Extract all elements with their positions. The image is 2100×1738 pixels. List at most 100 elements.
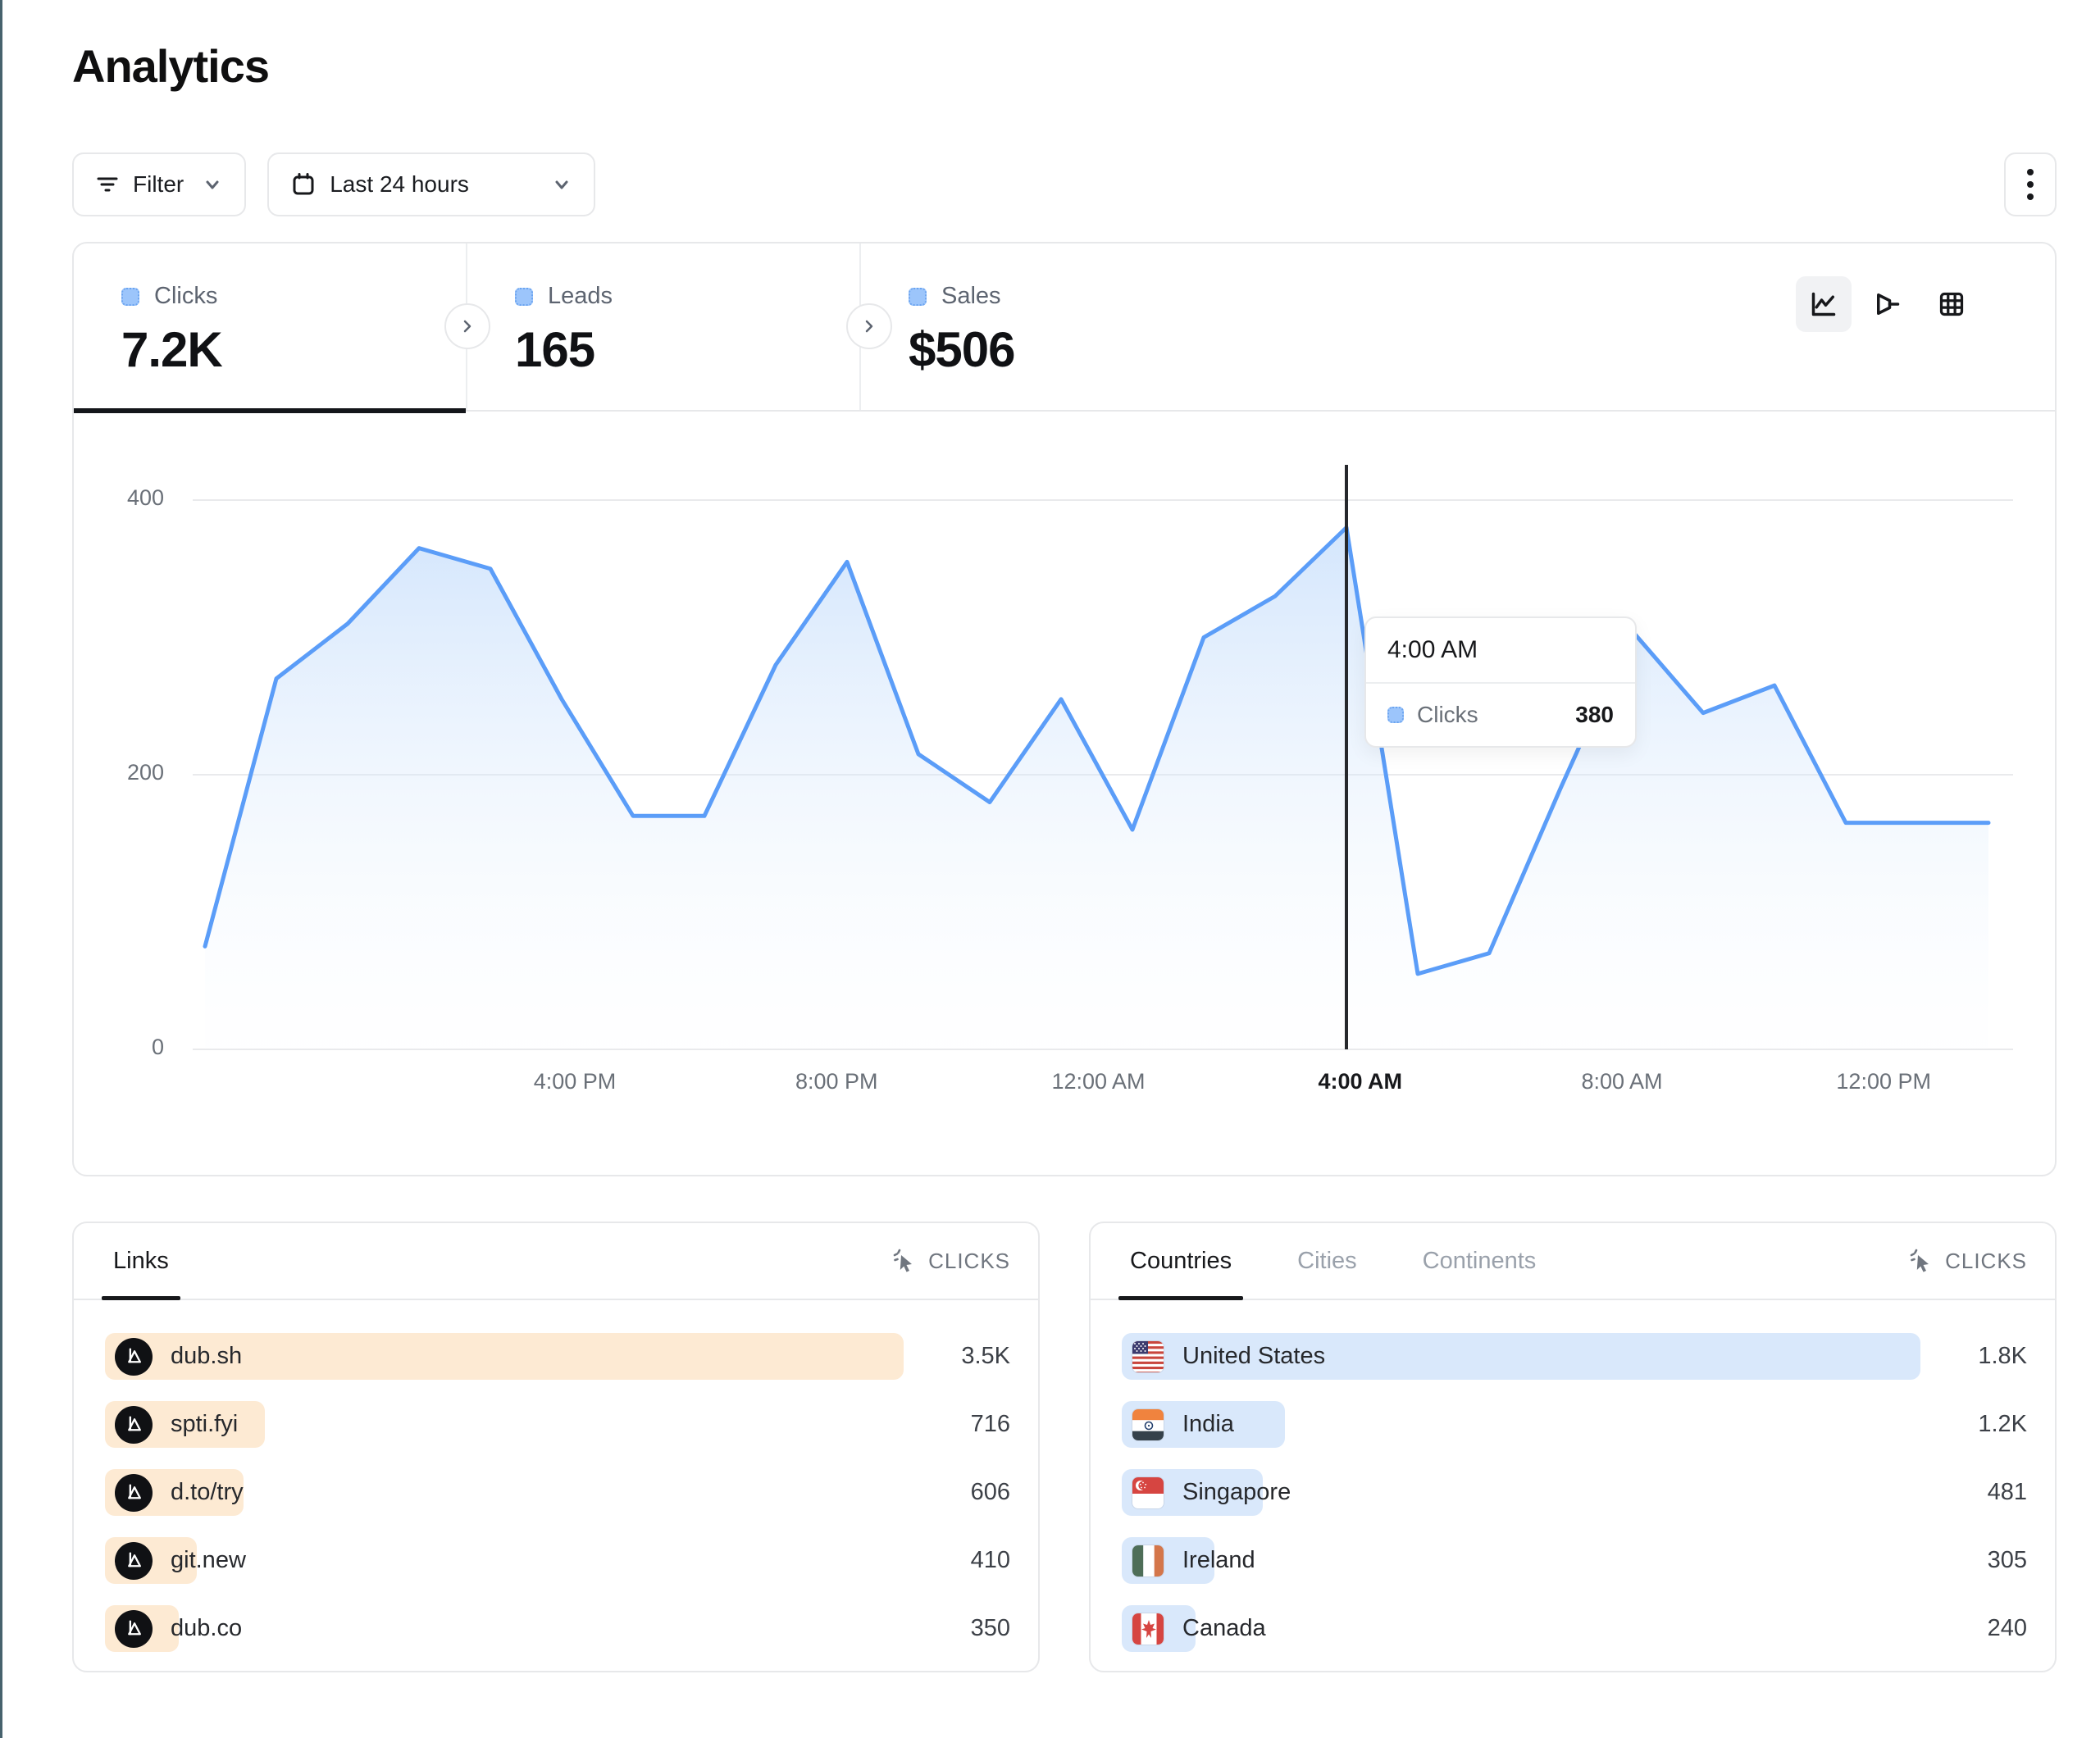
dub-logo-icon — [115, 1473, 153, 1512]
ireland-flag-icon — [1132, 1544, 1164, 1577]
links-list: dub.sh 3.5K spti.fyi 716 d — [74, 1300, 1038, 1652]
leads-value: 165 — [515, 322, 595, 377]
filter-button-label: Filter — [133, 171, 184, 197]
tab-continents[interactable]: Continents — [1422, 1247, 1537, 1274]
stats-row: Clicks 7.2K Leads 165 Sales $506 — [74, 243, 2055, 413]
dub-logo-icon — [115, 1337, 153, 1376]
click-cursor-icon — [1910, 1249, 1929, 1272]
date-range-button[interactable]: Last 24 hours — [267, 152, 596, 216]
x-axis-tick: 4:00 PM — [533, 1069, 617, 1094]
chart-tooltip: 4:00 AM Clicks 380 — [1364, 616, 1637, 748]
countries-metric-label: CLICKS — [1945, 1248, 2027, 1273]
chevron-right-icon — [865, 320, 873, 333]
link-label: dub.sh — [171, 1343, 243, 1369]
more-options-button[interactable] — [2004, 152, 2057, 216]
country-row[interactable]: India 1.2K — [1122, 1401, 2027, 1448]
analytics-card: Clicks 7.2K Leads 165 Sales $506 — [72, 242, 2057, 1176]
links-panel-header: Links CLICKS — [74, 1223, 1038, 1300]
tab-cities[interactable]: Cities — [1297, 1247, 1357, 1274]
click-cursor-icon — [893, 1249, 913, 1272]
area-chart-svg[interactable] — [193, 461, 2013, 1059]
links-panel: Links CLICKS dub.sh 3.5K — [72, 1222, 1040, 1672]
india-flag-icon — [1132, 1408, 1164, 1441]
country-row[interactable]: Ireland 305 — [1122, 1537, 2027, 1584]
date-range-label: Last 24 hours — [330, 171, 469, 197]
country-row[interactable]: United States 1.8K — [1122, 1333, 2027, 1380]
filter-button[interactable]: Filter — [72, 152, 247, 216]
tab-clicks[interactable]: Clicks 7.2K — [74, 243, 467, 413]
clicks-label: Clicks — [154, 283, 218, 309]
tooltip-time: 4:00 AM — [1366, 618, 1635, 684]
link-value: 350 — [970, 1615, 1010, 1641]
tab-links[interactable]: Links — [102, 1223, 180, 1300]
links-metric-selector[interactable]: CLICKS — [892, 1248, 1010, 1274]
funnel-view-button[interactable] — [1860, 276, 1916, 332]
link-value: 606 — [970, 1479, 1010, 1505]
link-row[interactable]: dub.sh 3.5K — [105, 1333, 1010, 1380]
tab-countries[interactable]: Countries — [1118, 1223, 1244, 1300]
sales-label: Sales — [941, 283, 1001, 309]
filter-icon — [97, 177, 118, 192]
kebab-menu-icon — [2027, 169, 2034, 200]
clicks-legend-swatch — [121, 287, 139, 306]
x-axis-labels: 4:00 PM 8:00 PM 12:00 AM 4:00 AM 8:00 AM 12:0… — [193, 1069, 2013, 1102]
page-title: Analytics — [72, 40, 270, 92]
link-value: 3.5K — [961, 1343, 1010, 1369]
y-axis-tick: 200 — [126, 760, 164, 785]
country-value: 481 — [1987, 1479, 2027, 1505]
chevron-right-icon — [463, 320, 471, 333]
x-axis-tick: 12:00 AM — [1051, 1069, 1146, 1094]
country-label: Canada — [1182, 1615, 1266, 1641]
tab-leads[interactable]: Leads 165 — [467, 243, 861, 410]
us-flag-icon — [1132, 1340, 1164, 1373]
chevron-down-icon — [555, 180, 568, 189]
leads-label: Leads — [548, 283, 613, 309]
countries-list: United States 1.8K India 1.2K — [1091, 1300, 2055, 1652]
dub-logo-icon — [115, 1541, 153, 1580]
country-value: 305 — [1987, 1547, 2027, 1573]
x-axis-tick: 8:00 PM — [795, 1069, 878, 1094]
link-row[interactable]: dub.co 350 — [105, 1605, 1010, 1652]
table-view-button[interactable] — [1924, 276, 1979, 332]
link-value: 410 — [970, 1547, 1010, 1573]
line-chart-view-button[interactable] — [1796, 276, 1852, 332]
singapore-flag-icon — [1132, 1476, 1164, 1509]
country-row[interactable]: Canada 240 — [1122, 1605, 2027, 1652]
link-value: 716 — [970, 1411, 1010, 1437]
link-row[interactable]: d.to/try 606 — [105, 1469, 1010, 1516]
link-row[interactable]: spti.fyi 716 — [105, 1401, 1010, 1448]
tab-sales[interactable]: Sales $506 — [861, 243, 1255, 410]
countries-metric-selector[interactable]: CLICKS — [1909, 1248, 2027, 1274]
countries-panel: Countries Cities Continents CLICKS Unite… — [1089, 1222, 2057, 1672]
country-row[interactable]: Singapore 481 — [1122, 1469, 2027, 1516]
calendar-icon — [293, 173, 314, 195]
dub-logo-icon — [115, 1405, 153, 1444]
country-bar — [1122, 1333, 1920, 1380]
expand-clicks-button[interactable] — [444, 303, 490, 349]
toolbar: Filter Last 24 hours — [72, 152, 2057, 216]
expand-leads-button[interactable] — [846, 303, 892, 349]
link-label: d.to/try — [171, 1479, 244, 1505]
links-metric-label: CLICKS — [928, 1248, 1010, 1273]
canada-flag-icon — [1132, 1612, 1164, 1645]
sales-legend-swatch — [909, 287, 927, 306]
country-label: Ireland — [1182, 1547, 1255, 1573]
country-label: United States — [1182, 1343, 1326, 1369]
tooltip-series-label: Clicks — [1417, 702, 1478, 727]
clicks-chart[interactable]: 400 200 0 4:00 PM 8:00 PM 12:00 AM 4:00 AM 8… — [74, 461, 2058, 1117]
country-label: India — [1182, 1411, 1234, 1437]
link-row[interactable]: git.new 410 — [105, 1537, 1010, 1584]
chevron-down-icon — [206, 180, 219, 189]
link-label: dub.co — [171, 1615, 243, 1641]
link-bar — [105, 1333, 904, 1380]
country-value: 1.2K — [1978, 1411, 2027, 1437]
x-axis-tick: 4:00 AM — [1318, 1069, 1402, 1094]
leads-legend-swatch — [515, 287, 533, 306]
dub-logo-icon — [115, 1609, 153, 1648]
tooltip-legend-swatch — [1387, 707, 1404, 723]
line-chart-icon — [1811, 292, 1836, 316]
grid-icon — [1939, 292, 1964, 316]
link-label: git.new — [171, 1547, 246, 1573]
y-axis-tick: 0 — [151, 1035, 164, 1059]
